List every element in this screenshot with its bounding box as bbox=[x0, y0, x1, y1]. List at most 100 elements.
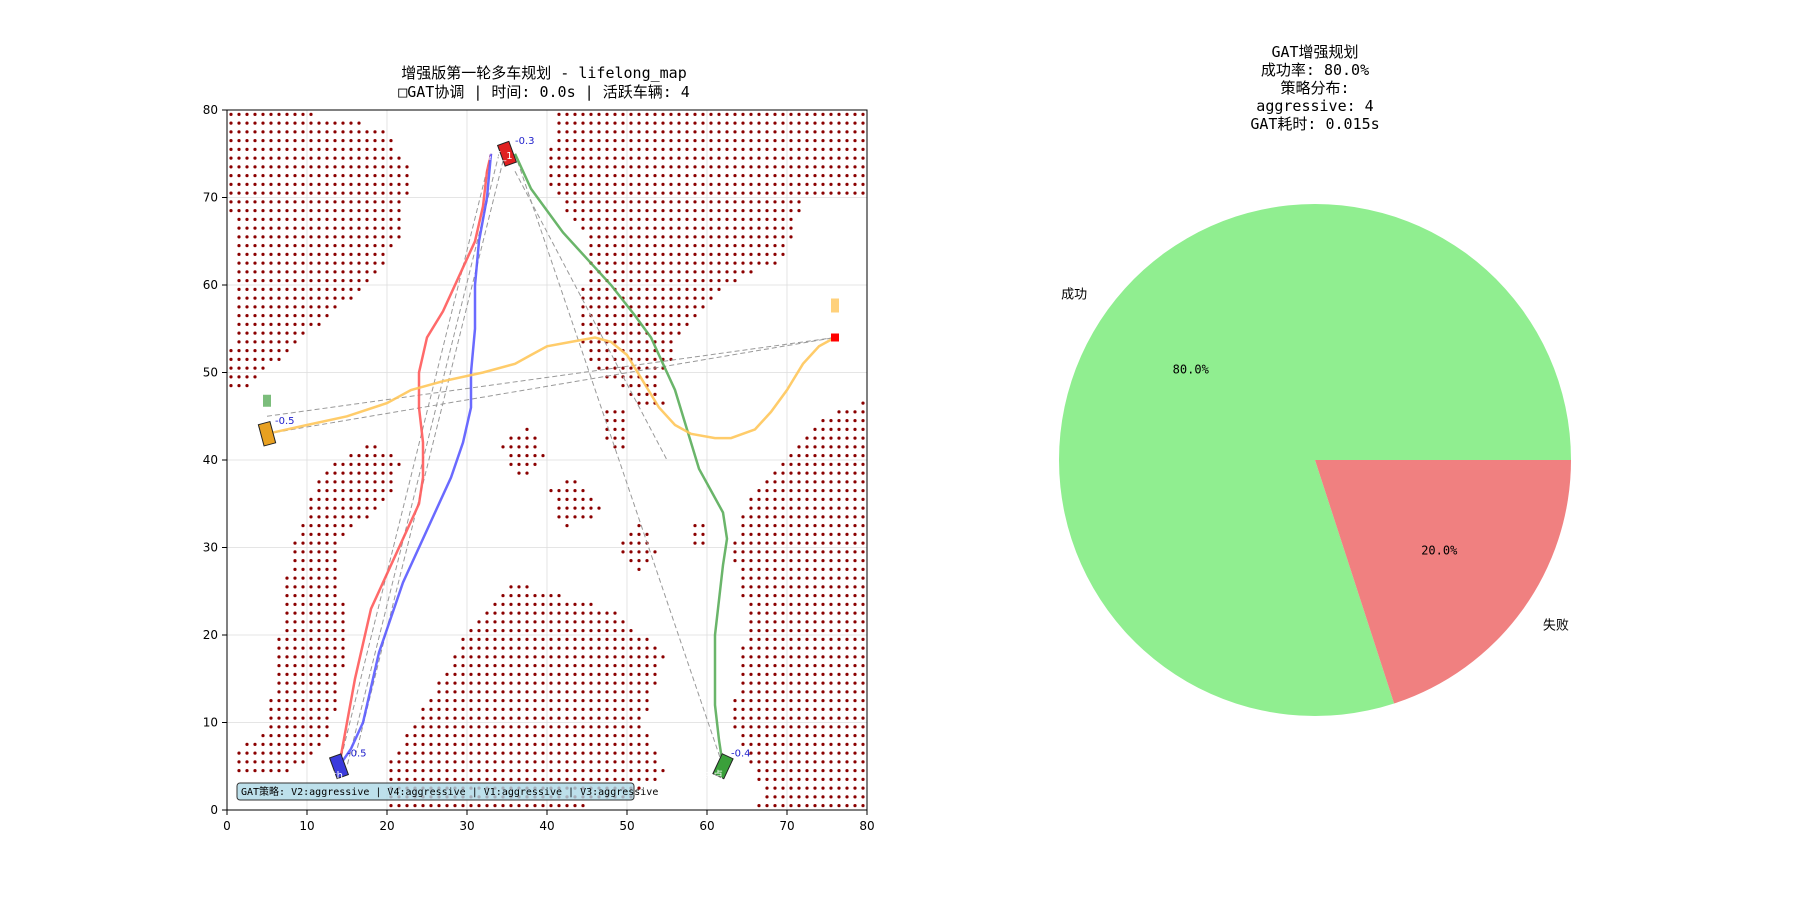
obstacle-dot bbox=[861, 506, 865, 510]
obstacle-dot bbox=[429, 725, 433, 729]
obstacle-dot bbox=[285, 672, 289, 676]
obstacle-dot bbox=[661, 349, 665, 353]
obstacle-dot bbox=[333, 550, 337, 554]
obstacle-dot bbox=[301, 681, 305, 685]
obstacle-dot bbox=[357, 270, 361, 274]
obstacle-dot bbox=[837, 734, 841, 738]
obstacle-dot bbox=[325, 611, 329, 615]
obstacle-dot bbox=[541, 454, 545, 458]
obstacle-dot bbox=[621, 156, 625, 160]
obstacle-dot bbox=[437, 804, 441, 808]
obstacle-dot bbox=[357, 226, 361, 230]
obstacle-dot bbox=[293, 340, 297, 344]
obstacle-dot bbox=[293, 226, 297, 230]
obstacle-dot bbox=[541, 602, 545, 606]
obstacle-dot bbox=[573, 147, 577, 151]
obstacle-dot bbox=[509, 690, 513, 694]
obstacle-dot bbox=[341, 296, 345, 300]
obstacle-dot bbox=[317, 252, 321, 256]
obstacle-dot bbox=[789, 769, 793, 773]
dashed-link bbox=[266, 337, 836, 435]
obstacle-dot bbox=[389, 174, 393, 178]
obstacle-dot bbox=[269, 707, 273, 711]
obstacle-dot bbox=[773, 637, 777, 641]
obstacle-dot bbox=[581, 217, 585, 221]
obstacle-dot bbox=[373, 497, 377, 501]
obstacle-dot bbox=[301, 655, 305, 659]
obstacle-dot bbox=[245, 340, 249, 344]
obstacle-dot bbox=[597, 672, 601, 676]
obstacle-dot bbox=[277, 322, 281, 326]
obstacle-dot bbox=[285, 139, 289, 143]
obstacle-dot bbox=[341, 515, 345, 519]
obstacle-dot bbox=[749, 156, 753, 160]
obstacle-dot bbox=[301, 541, 305, 545]
obstacle-dot bbox=[453, 751, 457, 755]
obstacle-dot bbox=[389, 462, 393, 466]
obstacle-dot bbox=[757, 506, 761, 510]
obstacle-dot bbox=[797, 112, 801, 116]
obstacle-dot bbox=[621, 217, 625, 221]
obstacle-dot bbox=[333, 139, 337, 143]
obstacle-dot bbox=[541, 629, 545, 633]
obstacle-dot bbox=[837, 594, 841, 598]
obstacle-dot bbox=[485, 611, 489, 615]
obstacle-dot bbox=[629, 349, 633, 353]
obstacle-dot bbox=[453, 681, 457, 685]
obstacle-dot bbox=[733, 191, 737, 195]
obstacle-dot bbox=[637, 734, 641, 738]
obstacle-dot bbox=[749, 497, 753, 501]
obstacle-dot bbox=[781, 699, 785, 703]
obstacle-dot bbox=[429, 716, 433, 720]
obstacle-dot bbox=[541, 725, 545, 729]
obstacle-dot bbox=[669, 322, 673, 326]
obstacle-dot bbox=[477, 699, 481, 703]
obstacle-dot bbox=[621, 182, 625, 186]
obstacle-dot bbox=[725, 191, 729, 195]
obstacle-dot bbox=[389, 489, 393, 493]
obstacle-dot bbox=[813, 112, 817, 116]
obstacle-dot bbox=[509, 646, 513, 650]
obstacle-dot bbox=[445, 769, 449, 773]
obstacle-dot bbox=[229, 156, 233, 160]
obstacle-dot bbox=[789, 795, 793, 799]
obstacle-dot bbox=[725, 165, 729, 169]
obstacle-dot bbox=[613, 357, 617, 361]
pie-title-line-3: 策略分布: bbox=[1280, 79, 1349, 97]
obstacle-dot bbox=[565, 760, 569, 764]
obstacle-dot bbox=[525, 777, 529, 781]
obstacle-dot bbox=[693, 156, 697, 160]
obstacle-dot bbox=[325, 567, 329, 571]
obstacle-dot bbox=[797, 165, 801, 169]
obstacle-dot bbox=[237, 279, 241, 283]
obstacle-dot bbox=[581, 156, 585, 160]
obstacle-dot bbox=[645, 751, 649, 755]
obstacle-dot bbox=[701, 191, 705, 195]
obstacle-dot bbox=[845, 742, 849, 746]
obstacle-dot bbox=[285, 226, 289, 230]
obstacle-dot bbox=[813, 742, 817, 746]
obstacle-dot bbox=[837, 147, 841, 151]
obstacle-dot bbox=[789, 690, 793, 694]
obstacle-dot bbox=[789, 786, 793, 790]
obstacle-dot bbox=[293, 742, 297, 746]
obstacle-dot bbox=[509, 454, 513, 458]
obstacle-dot bbox=[645, 699, 649, 703]
obstacle-dot bbox=[357, 209, 361, 213]
obstacle-dot bbox=[645, 532, 649, 536]
obstacle-dot bbox=[829, 585, 833, 589]
dashed-link bbox=[514, 171, 668, 461]
obstacle-dot bbox=[821, 445, 825, 449]
obstacle-dot bbox=[733, 121, 737, 125]
obstacle-dot bbox=[853, 182, 857, 186]
obstacle-dot bbox=[645, 244, 649, 248]
obstacle-dot bbox=[613, 725, 617, 729]
obstacle-dot bbox=[789, 454, 793, 458]
obstacle-dot bbox=[781, 497, 785, 501]
obstacle-dot bbox=[229, 147, 233, 151]
obstacle-dot bbox=[581, 655, 585, 659]
obstacle-dot bbox=[717, 244, 721, 248]
obstacle-dot bbox=[325, 681, 329, 685]
obstacle-dot bbox=[237, 270, 241, 274]
obstacle-dot bbox=[405, 165, 409, 169]
